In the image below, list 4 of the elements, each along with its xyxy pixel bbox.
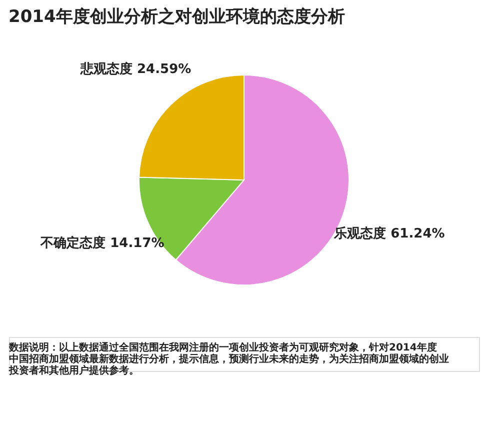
chart-title: 2014年度创业分析之对创业环境的态度分析 [8, 7, 345, 27]
text: 数据说明：以上数据通过全国范围在我网注册的一项创业投资者为可观研究对象，针对2014年度中国招商加盟领域最新数据进行分析，提示信息，预测行业未来的走势，为关注招商加盟领域的创业投资者和其他用户提供参考。 [8, 342, 449, 376]
slice-label: 悲观态度 24.59% [79, 60, 192, 77]
slice-label: 乐观态度 61.24% [333, 226, 445, 242]
